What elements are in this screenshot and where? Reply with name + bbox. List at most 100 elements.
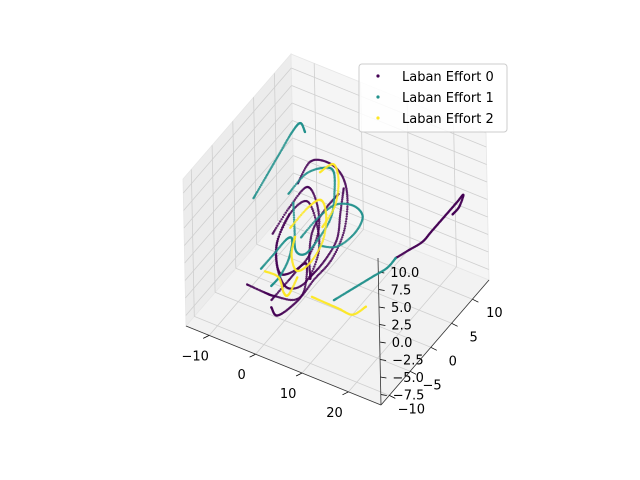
data-point: [280, 218, 283, 221]
data-point: [315, 258, 318, 261]
data-point: [286, 209, 289, 212]
data-point: [339, 240, 342, 243]
data-point: [345, 210, 349, 213]
data-point: [345, 212, 349, 216]
data-point: [276, 224, 279, 227]
data-point: [305, 277, 308, 280]
data-point: [316, 224, 319, 227]
data-point: [292, 213, 296, 217]
data-point: [294, 220, 297, 223]
data-point: [274, 254, 278, 257]
data-point: [292, 211, 295, 215]
data-point: [346, 193, 349, 196]
data-point: [292, 201, 295, 204]
y-grid-line: [277, 219, 473, 300]
data-point: [295, 218, 298, 222]
data-point: [333, 185, 336, 188]
data-point: [298, 215, 301, 218]
data-point: [302, 210, 305, 214]
data-point: [338, 216, 342, 219]
data-point: [394, 256, 397, 260]
data-point: [313, 214, 316, 217]
data-point: [341, 196, 344, 199]
data-point: [285, 298, 289, 301]
data-point: [333, 197, 336, 200]
data-point: [337, 231, 340, 234]
x-axis-line: [185, 325, 382, 406]
data-point: [321, 241, 324, 244]
data-point: [292, 216, 296, 219]
data-point: [282, 223, 286, 227]
data-point: [277, 222, 280, 225]
z-tick-label: 2.5: [391, 319, 412, 334]
data-point: [316, 206, 319, 210]
data-point: [296, 217, 300, 220]
data-point: [333, 183, 336, 187]
data-point: [341, 192, 345, 195]
data-point: [293, 184, 296, 188]
data-point: [260, 183, 263, 187]
data-point: [295, 196, 298, 199]
z-tick-mark: [378, 306, 386, 309]
data-point: [317, 210, 320, 213]
data-point: [334, 250, 338, 254]
x-tick-label: 0: [237, 368, 245, 383]
x-tick-mark: [295, 372, 303, 377]
data-point: [304, 281, 308, 284]
z-tick-label: 7.5: [391, 284, 412, 299]
data-point: [292, 186, 295, 189]
x-grid-line: [453, 119, 457, 267]
data-points: [245, 121, 465, 317]
data-point: [340, 238, 343, 241]
data-point: [275, 244, 278, 247]
legend-frame: [358, 63, 508, 133]
z-tick-label: 5.0: [391, 301, 412, 316]
data-point: [337, 187, 340, 190]
data-point: [310, 206, 313, 209]
data-point: [279, 230, 282, 234]
data-point: [314, 263, 317, 266]
data-point: [303, 285, 307, 289]
data-point: [308, 255, 311, 258]
x-tick-mark: [203, 335, 210, 339]
data-point: [317, 232, 320, 235]
data-point: [288, 205, 291, 209]
data-point: [307, 286, 310, 289]
data-point: [336, 192, 339, 196]
data-point: [310, 235, 313, 238]
x-tick-label: −10: [181, 349, 208, 364]
data-point: [339, 212, 342, 216]
data-point: [329, 259, 332, 263]
data-point: [317, 230, 320, 233]
data-point: [341, 194, 344, 197]
data-point: [308, 258, 311, 261]
y-grid-line: [253, 97, 257, 245]
data-point: [328, 214, 331, 218]
y-grid-line: [194, 316, 390, 396]
legend-marker: [376, 74, 380, 78]
data-point: [305, 279, 308, 282]
data-point: [300, 173, 304, 176]
data-point: [307, 227, 310, 230]
data-point: [275, 246, 278, 249]
data-point: [305, 275, 308, 278]
data-point: [345, 215, 348, 218]
data-point: [293, 232, 296, 235]
data-point: [316, 254, 320, 257]
data-point: [346, 195, 349, 198]
data-point: [293, 198, 297, 201]
legend-marker: [376, 116, 380, 120]
z-tick-mark: [380, 359, 387, 361]
data-point: [339, 210, 342, 214]
data-point: [287, 207, 290, 210]
data-point: [289, 204, 293, 207]
data-point: [311, 209, 315, 213]
data-point: [338, 221, 341, 225]
data-point: [302, 169, 306, 172]
data-point: [310, 223, 313, 227]
data-point: [451, 213, 454, 216]
y-tick-label: 10: [486, 306, 503, 321]
y-grid-line: [235, 267, 431, 348]
y-grid-line: [214, 291, 411, 372]
